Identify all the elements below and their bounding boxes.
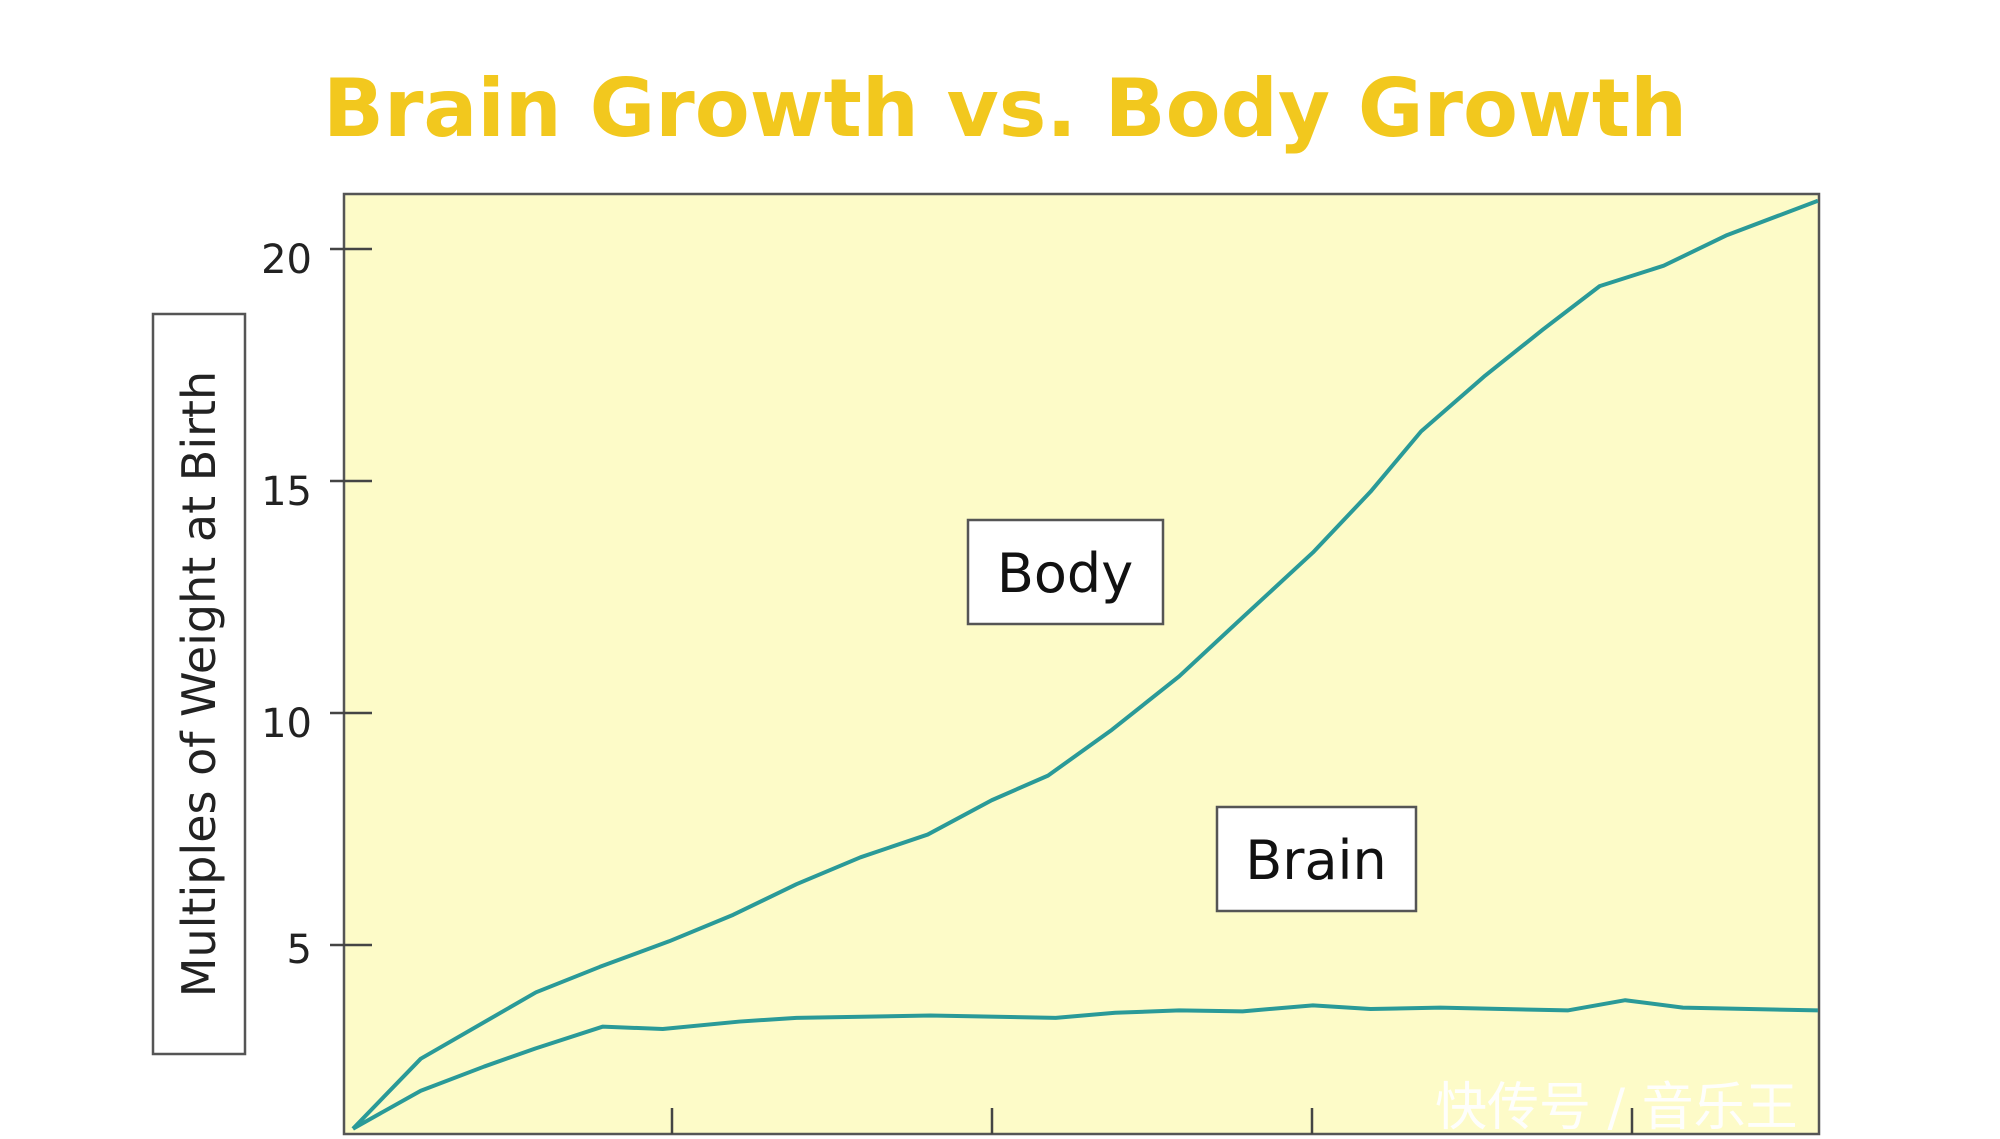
brain-growth-line [351,998,1818,1131]
y-axis-label: Multiples of Weight at Birth [172,371,226,997]
body-annotation-label: Body [997,542,1133,605]
body-growth-line [351,198,1819,1131]
brain-annotation-label: Brain [1245,829,1387,892]
body-annotation: Body [966,518,1165,626]
plot-area [342,192,1821,1136]
y-tick-label: 5 [287,927,312,973]
y-tick-label: 15 [261,469,312,515]
brain-annotation: Brain [1215,805,1418,913]
y-tick-label: 10 [261,701,312,747]
watermark: 快传号 / 音乐王 [1435,1078,1798,1138]
y-tick-label: 20 [261,237,312,283]
chart-title: Brain Growth vs. Body Growth [323,62,1687,155]
y-axis-label-box: Multiples of Weight at Birth [151,312,247,1056]
